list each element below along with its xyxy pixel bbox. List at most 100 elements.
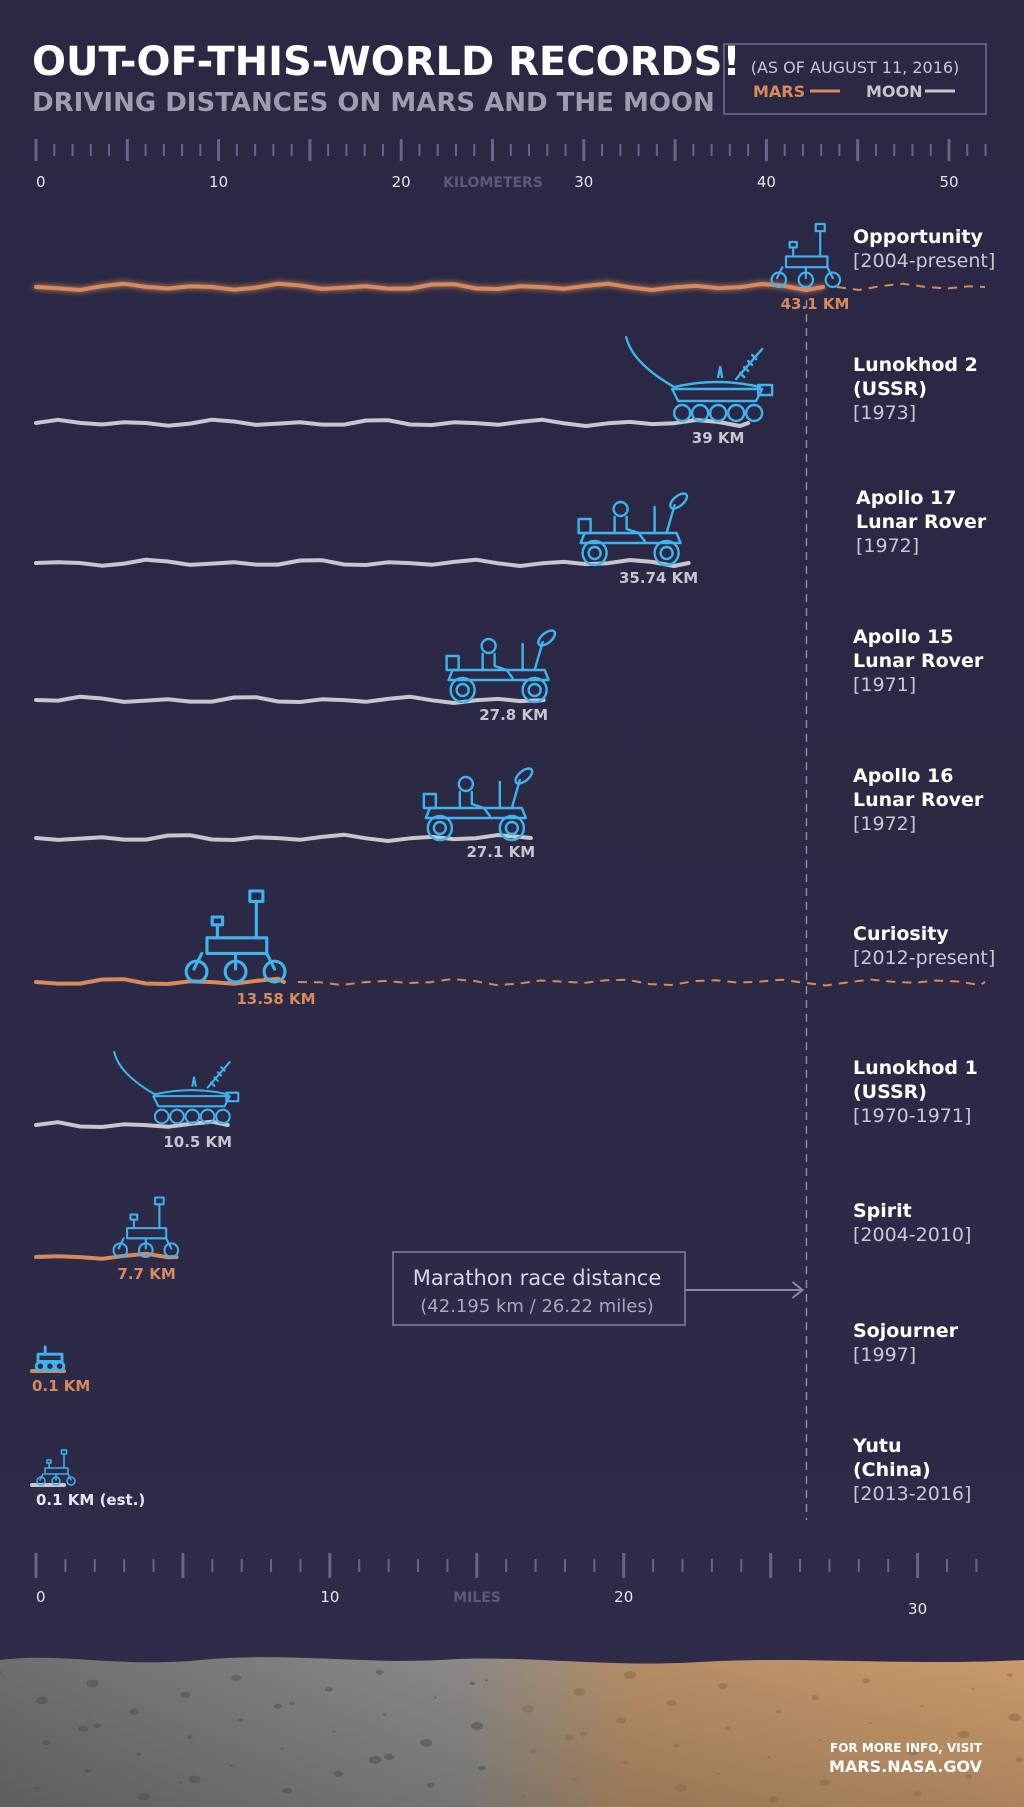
km-tick-label: 30 bbox=[574, 173, 593, 191]
ground-rock bbox=[767, 1756, 771, 1758]
ground-rock bbox=[93, 1723, 102, 1729]
ground-rock bbox=[869, 1722, 873, 1724]
ground-rock bbox=[35, 1696, 48, 1705]
tiny-rover-icon bbox=[34, 1345, 66, 1372]
rover-hub bbox=[432, 820, 448, 836]
ground-rock bbox=[520, 1794, 527, 1799]
ground-rock bbox=[870, 1762, 881, 1769]
astronaut-body bbox=[613, 515, 646, 543]
ground-rock bbox=[137, 1792, 150, 1801]
distance-label: 27.1 KM bbox=[466, 843, 535, 861]
rover-wheel bbox=[153, 1108, 170, 1125]
ground-rock bbox=[433, 1696, 438, 1699]
ground-shade bbox=[0, 1660, 1024, 1807]
distance-bar bbox=[34, 557, 691, 568]
mars-rover-icon bbox=[36, 1449, 76, 1486]
rover-chassis bbox=[447, 668, 550, 682]
rover-years: [1972] bbox=[856, 535, 919, 557]
ground-rock bbox=[716, 1773, 720, 1775]
marathon-arrowhead bbox=[791, 1281, 805, 1299]
ground-rock bbox=[484, 1679, 489, 1682]
page-title: OUT-OF-THIS-WORLD RECORDS! bbox=[32, 39, 741, 85]
ground-rock bbox=[34, 1786, 40, 1790]
rover-name: Yutu bbox=[852, 1435, 902, 1457]
rover-helix-turns bbox=[738, 353, 758, 379]
marathon-detail: (42.195 km / 26.22 miles) bbox=[420, 1296, 653, 1317]
legend-date: (AS OF AUGUST 11, 2016) bbox=[751, 58, 960, 77]
rover-wheel bbox=[726, 403, 746, 423]
rover-wheel bbox=[521, 676, 548, 704]
ground-rock bbox=[420, 1739, 433, 1747]
distance-label: 10.5 KM bbox=[163, 1133, 232, 1151]
mile-tick-label: 30 bbox=[908, 1600, 927, 1618]
rover-wheel bbox=[708, 403, 728, 423]
km-axis-label: KILOMETERS bbox=[443, 175, 543, 191]
rover-row-lunokhod-2: 39 KM Lunokhod 2(USSR)[1973] bbox=[34, 335, 978, 447]
km-tick-label: 0 bbox=[36, 173, 46, 191]
rover-detail: Lunar Rover bbox=[853, 650, 984, 672]
mile-tick-label: 20 bbox=[614, 1588, 633, 1606]
rover-wheel bbox=[653, 539, 680, 567]
astronaut-body bbox=[458, 790, 492, 818]
marathon-callout: Marathon race distance (42.195 km / 26.2… bbox=[392, 1251, 805, 1326]
km-axis: 0 10 20 30 40 50 bbox=[34, 139, 987, 191]
ground-rock bbox=[187, 1735, 193, 1739]
rover-body bbox=[205, 936, 269, 955]
ground-rock bbox=[920, 1705, 924, 1707]
rover-years: [2004-present] bbox=[853, 250, 995, 272]
ground-rock bbox=[964, 1774, 973, 1780]
ground-rock bbox=[1008, 1713, 1021, 1722]
rover-pack bbox=[445, 654, 460, 672]
ground-rock bbox=[331, 1730, 336, 1733]
rover-years: [1997] bbox=[853, 1344, 916, 1366]
legend: (AS OF AUGUST 11, 2016) MARS MOON bbox=[723, 43, 987, 115]
rover-antenna-dish bbox=[210, 915, 225, 927]
ground-rock bbox=[971, 1688, 975, 1690]
ground-rock bbox=[1015, 1757, 1024, 1763]
rover-wheel bbox=[426, 814, 454, 842]
rover-detail: (China) bbox=[853, 1459, 931, 1481]
rover-small-antenna bbox=[191, 1076, 197, 1087]
rover-row-opportunity: 43.1 KM Opportunity[2004-present] bbox=[34, 222, 995, 313]
rover-wheel bbox=[690, 403, 710, 423]
rover-wheel bbox=[215, 1108, 231, 1125]
rover-solar-lid bbox=[624, 335, 676, 389]
distance-bar bbox=[34, 1119, 230, 1129]
rover-camera bbox=[60, 1449, 68, 1455]
rover-row-spirit: 7.7 KM Spirit[2004-2010] bbox=[34, 1196, 971, 1283]
rover-pack bbox=[422, 792, 438, 810]
distance-label: 35.74 KM bbox=[619, 569, 698, 587]
ground-rock bbox=[573, 1688, 586, 1696]
ground-rock bbox=[289, 1701, 295, 1705]
distance-bar bbox=[34, 281, 826, 292]
ground-rock bbox=[666, 1700, 677, 1707]
rover-wheel bbox=[770, 271, 788, 289]
ground-rock bbox=[129, 1708, 140, 1715]
rover-wheel bbox=[169, 1108, 185, 1125]
ground-rock bbox=[624, 1671, 637, 1679]
legend-box bbox=[723, 43, 987, 115]
ground-rock bbox=[188, 1775, 201, 1784]
rover-years: [2004-2010] bbox=[853, 1224, 971, 1246]
distance-label: 0.1 KM bbox=[32, 1377, 90, 1395]
ground-rock bbox=[384, 1753, 395, 1760]
distance-label: 0.1 KM (est.) bbox=[36, 1491, 145, 1509]
distance-label: 13.58 KM bbox=[236, 990, 315, 1008]
ground-rock bbox=[78, 1725, 89, 1732]
rover-name: Spirit bbox=[853, 1200, 912, 1222]
rover-years: [1971] bbox=[853, 674, 916, 696]
lrv-rover-icon bbox=[422, 767, 534, 842]
astronaut-helmet bbox=[612, 500, 629, 518]
ground-rock bbox=[579, 1731, 588, 1737]
ground-rock bbox=[0, 1671, 2, 1673]
rover-antenna-dish bbox=[46, 1459, 52, 1464]
rover-name: Opportunity bbox=[853, 226, 984, 248]
astronaut-helmet bbox=[457, 775, 475, 793]
ongoing-trail bbox=[297, 977, 986, 987]
ground-rock bbox=[229, 1764, 234, 1767]
mile-tick-label: 10 bbox=[320, 1588, 339, 1606]
miles-axis: 0 10 20 30 bbox=[34, 1553, 978, 1618]
ground-rock bbox=[369, 1756, 382, 1764]
rover-years: [2012-present] bbox=[853, 947, 995, 969]
